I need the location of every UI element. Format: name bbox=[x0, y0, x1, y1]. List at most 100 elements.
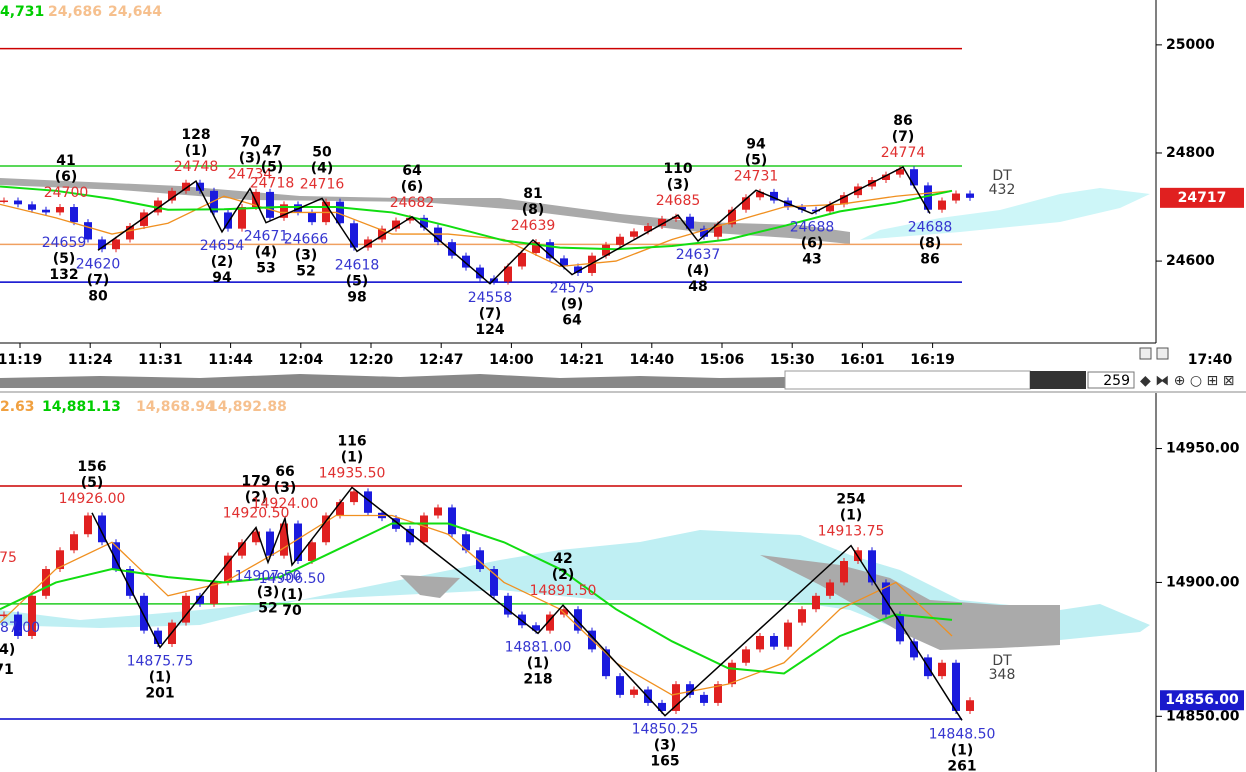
candle bbox=[560, 609, 568, 615]
pivot-price: 24666 bbox=[284, 231, 329, 247]
bar-count-input[interactable] bbox=[1087, 371, 1135, 389]
candle bbox=[266, 531, 274, 556]
pivot-rank: (5) bbox=[745, 152, 768, 168]
candle bbox=[602, 649, 610, 677]
pivot-price: 14935.50 bbox=[319, 465, 386, 481]
candle bbox=[238, 207, 246, 229]
candle bbox=[826, 204, 834, 212]
pivot-rank: (2) bbox=[211, 254, 234, 270]
bottom-chart: 14926.00(5)15614875.75(1)20114920.50(2)1… bbox=[0, 433, 1015, 772]
candle bbox=[742, 197, 750, 210]
pivot-rank: (4) bbox=[687, 263, 710, 279]
candle bbox=[14, 200, 22, 205]
edge-label: 71 bbox=[0, 662, 14, 678]
candle bbox=[812, 595, 820, 610]
candle bbox=[644, 225, 652, 232]
legend-value: 24,686 bbox=[48, 4, 102, 20]
candle bbox=[952, 193, 960, 201]
pivot-rank: (1) bbox=[185, 143, 208, 159]
pivot-count: 70 bbox=[240, 135, 260, 151]
candle bbox=[84, 222, 92, 240]
ma-slow-line bbox=[0, 522, 953, 675]
candle bbox=[322, 515, 330, 543]
candle bbox=[252, 191, 260, 208]
candle bbox=[756, 191, 764, 198]
pivot-count: 128 bbox=[181, 127, 210, 143]
time-label: 15:06 bbox=[700, 352, 745, 368]
pivot-rank: (7) bbox=[479, 306, 502, 322]
candle bbox=[350, 223, 358, 248]
candle bbox=[532, 242, 540, 253]
pivot-rank: (7) bbox=[87, 272, 110, 288]
top-chart: 24700(6)4124659(5)13224620(7)8024748(1)1… bbox=[0, 47, 1015, 338]
candle bbox=[126, 569, 134, 596]
pivot-rank: (8) bbox=[522, 202, 545, 218]
candle bbox=[308, 542, 316, 562]
time-label: 11:44 bbox=[208, 352, 253, 368]
edge-label: 87.00 bbox=[0, 620, 40, 636]
y-tick-label: 25000 bbox=[1166, 37, 1215, 53]
candle bbox=[434, 227, 442, 243]
pivot-price: 24620 bbox=[76, 256, 121, 272]
pivot-rank: (5) bbox=[53, 251, 76, 267]
cloud-bottom bbox=[0, 530, 1150, 650]
zoom-button[interactable] bbox=[1139, 347, 1152, 360]
candle bbox=[770, 191, 778, 201]
pivot-rank: (5) bbox=[261, 159, 284, 175]
candle bbox=[784, 622, 792, 647]
time-label: 14:00 bbox=[489, 352, 534, 368]
pivot-count: 179 bbox=[241, 474, 270, 490]
time-axis: 11:19 11:24 11:31 11:44 12:04 12:20 12:47 14:00… bbox=[0, 343, 1233, 368]
candle bbox=[266, 191, 274, 218]
pivot-count: 201 bbox=[145, 685, 174, 701]
candle bbox=[798, 609, 806, 623]
dt-label: DT bbox=[992, 168, 1012, 184]
pivot-count: 110 bbox=[663, 161, 692, 177]
y-tick-label: 14900.00 bbox=[1166, 574, 1240, 590]
candle bbox=[154, 630, 162, 645]
pivot-price: 24774 bbox=[881, 145, 926, 161]
candle bbox=[728, 662, 736, 685]
candle bbox=[28, 595, 36, 636]
pivot-price: 24716 bbox=[300, 176, 345, 192]
pivot-count: 50 bbox=[312, 144, 332, 160]
pivot-rank: (7) bbox=[892, 129, 915, 145]
price-tag: 24717 bbox=[1178, 190, 1227, 206]
candle bbox=[462, 255, 470, 268]
candle bbox=[336, 502, 344, 516]
time-label: 12:47 bbox=[419, 352, 464, 368]
pivot-price: 24637 bbox=[676, 247, 721, 263]
pivot-count: 261 bbox=[947, 758, 976, 772]
candle bbox=[280, 523, 288, 556]
candle bbox=[182, 182, 190, 191]
candle bbox=[112, 542, 120, 570]
candle bbox=[126, 225, 134, 240]
candle bbox=[350, 491, 358, 503]
pivot-price: 24731 bbox=[734, 168, 779, 184]
pivot-count: 66 bbox=[275, 464, 294, 480]
price-tag-box bbox=[1160, 187, 1244, 208]
candle bbox=[154, 200, 162, 213]
candle bbox=[910, 641, 918, 658]
pivot-rank: (3) bbox=[295, 247, 318, 263]
time-label: 14:21 bbox=[559, 352, 604, 368]
candle bbox=[280, 204, 288, 218]
pivot-count: 48 bbox=[688, 279, 707, 295]
price-tag-box bbox=[1160, 690, 1244, 711]
candle bbox=[196, 595, 204, 604]
candle bbox=[756, 635, 764, 650]
candle bbox=[896, 169, 904, 175]
candle bbox=[210, 582, 218, 604]
candle bbox=[896, 614, 904, 642]
pivot-rank: (3) bbox=[274, 480, 297, 496]
candle bbox=[504, 266, 512, 282]
search-button[interactable] bbox=[1156, 347, 1169, 360]
candle bbox=[448, 507, 456, 535]
candle bbox=[938, 662, 946, 677]
pivot-price: 24685 bbox=[656, 193, 701, 209]
pivot-rank: (3) bbox=[654, 738, 677, 754]
pivot-count: 254 bbox=[836, 492, 865, 508]
pivot-price: 24671 bbox=[244, 229, 289, 245]
pivot-count: 124 bbox=[475, 322, 504, 338]
nav-buttons[interactable]: ◆ ⧓ ⊕ ○ ⊞ ⊠ bbox=[1140, 373, 1234, 389]
